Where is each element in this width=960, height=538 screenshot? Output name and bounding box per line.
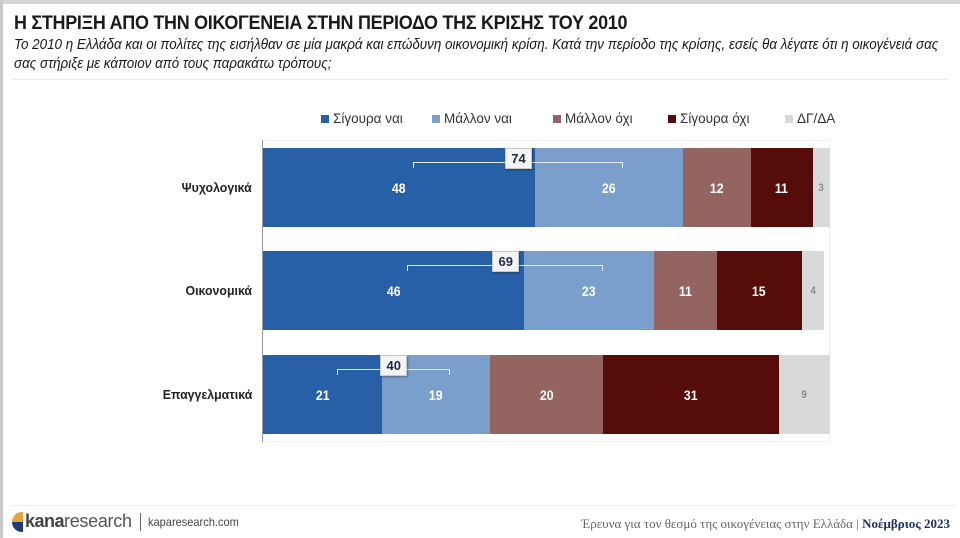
brand-separator: [139, 512, 141, 531]
bar-segment: 23: [523, 251, 655, 330]
sum-annotation: 69: [492, 251, 520, 272]
brand-url[interactable]: kaparesearch.com: [147, 514, 239, 529]
legend-label: Μάλλον όχι: [565, 111, 633, 126]
survey-title: Έρευνα για τον θεσμό της οικογένειας στη…: [581, 516, 863, 531]
kapa-logo-icon: [12, 511, 23, 532]
brand-name-light: research: [64, 511, 132, 531]
bar-segment: 46: [263, 251, 524, 330]
category-label: Οικονομικά: [185, 282, 252, 298]
category-label: Ψυχολογικά: [181, 179, 252, 195]
data-label: 12: [709, 179, 724, 196]
legend-swatch: [321, 114, 329, 123]
data-label: 48: [392, 179, 406, 196]
page-title: Η ΣΤΗΡΙΞΗ ΑΠΟ ΤΗΝ ΟΙΚΟΓΕΝΕΙΑ ΣΤΗΝ ΠΕΡΙΟΔ…: [14, 12, 628, 34]
chart-legend: Σίγουρα ναι Μάλλον ναι Μάλλον όχι Σίγουρα ό…: [0, 111, 960, 129]
bar-segment: 9: [778, 355, 830, 434]
bar-segment: 48: [263, 148, 536, 227]
legend-item: ΔΓ/ΔΑ: [785, 111, 835, 126]
footer-divider: [10, 505, 955, 506]
window-top-border: [0, 0, 960, 4]
legend-label: Μάλλον ναι: [444, 111, 512, 126]
data-label: 11: [678, 282, 692, 299]
data-label: 19: [429, 386, 443, 403]
page-subtitle: Το 2010 η Ελλάδα και οι πολίτες της εισή…: [14, 37, 939, 72]
bar-segment: 11: [750, 148, 813, 227]
bar-segment: 12: [682, 148, 751, 227]
footer-survey-info: Έρευνα για τον θεσμό της οικογένειας στη…: [581, 516, 950, 532]
brand-name-bold: kana: [25, 511, 65, 531]
plot-area: [263, 140, 830, 442]
survey-date: Νοέμβριος 2023: [862, 516, 950, 531]
data-label: 31: [684, 386, 698, 403]
data-label: 9: [801, 388, 808, 401]
data-label: 26: [601, 179, 616, 196]
legend-item: Σίγουρα όχι: [668, 111, 749, 126]
legend-swatch: [432, 114, 440, 123]
legend-label: Σίγουρα ναι: [333, 111, 403, 126]
legend-item: Μάλλον όχι: [553, 111, 633, 126]
bar-segment: 21: [263, 355, 383, 434]
sum-annotation: 74: [504, 148, 532, 169]
y-axis-line: [262, 140, 263, 442]
legend-swatch: [785, 114, 793, 123]
bar-segment: 20: [489, 355, 604, 434]
data-label: 3: [818, 181, 825, 194]
data-label: 21: [315, 386, 330, 403]
data-label: 15: [752, 282, 766, 299]
sum-annotation: 40: [380, 355, 408, 376]
bar-segment: 15: [716, 251, 802, 330]
legend-label: ΔΓ/ΔΑ: [797, 111, 836, 126]
bar-segment: 26: [535, 148, 683, 227]
data-label: 23: [582, 282, 596, 299]
window-left-border: [0, 0, 3, 538]
bar-segment: 3: [812, 148, 830, 227]
bar-segment: 11: [654, 251, 717, 330]
data-label: 46: [386, 282, 401, 299]
legend-item: Σίγουρα ναι: [321, 111, 403, 126]
bar-segment: 31: [603, 355, 779, 434]
legend-swatch: [553, 114, 561, 123]
data-label: 20: [539, 386, 554, 403]
header-divider: [10, 79, 950, 80]
legend-swatch: [668, 114, 676, 123]
data-label: 4: [810, 284, 816, 297]
data-label: 11: [775, 179, 789, 196]
legend-item: Μάλλον ναι: [432, 111, 512, 126]
category-label: Επαγγελματικά: [162, 386, 252, 402]
legend-label: Σίγουρα όχι: [680, 111, 750, 126]
bar-segment: 4: [801, 251, 825, 330]
footer-brand: kana research kaparesearch.com: [12, 511, 246, 532]
